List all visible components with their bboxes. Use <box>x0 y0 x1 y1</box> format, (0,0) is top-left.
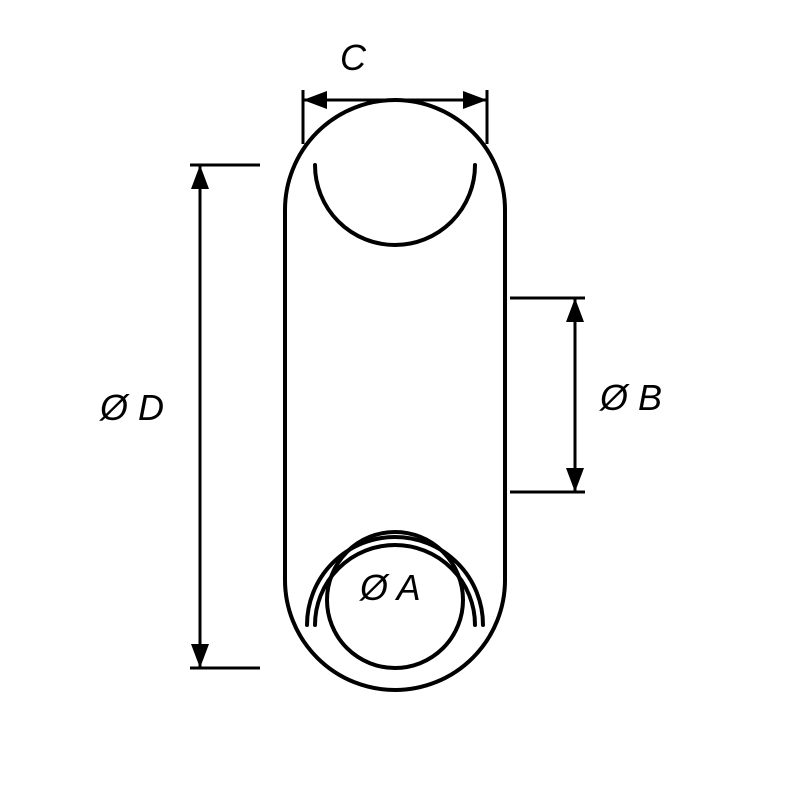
dimension-a-label: Ø A <box>359 567 421 608</box>
dimension-drawing: C Ø D Ø B Ø A <box>0 0 800 800</box>
dimension-d-label: Ø D <box>99 387 164 428</box>
dimension-c-label: C <box>340 37 367 78</box>
dimension-b-label: Ø B <box>599 377 662 418</box>
dimension-d <box>190 165 260 668</box>
dimension-b <box>510 298 585 492</box>
